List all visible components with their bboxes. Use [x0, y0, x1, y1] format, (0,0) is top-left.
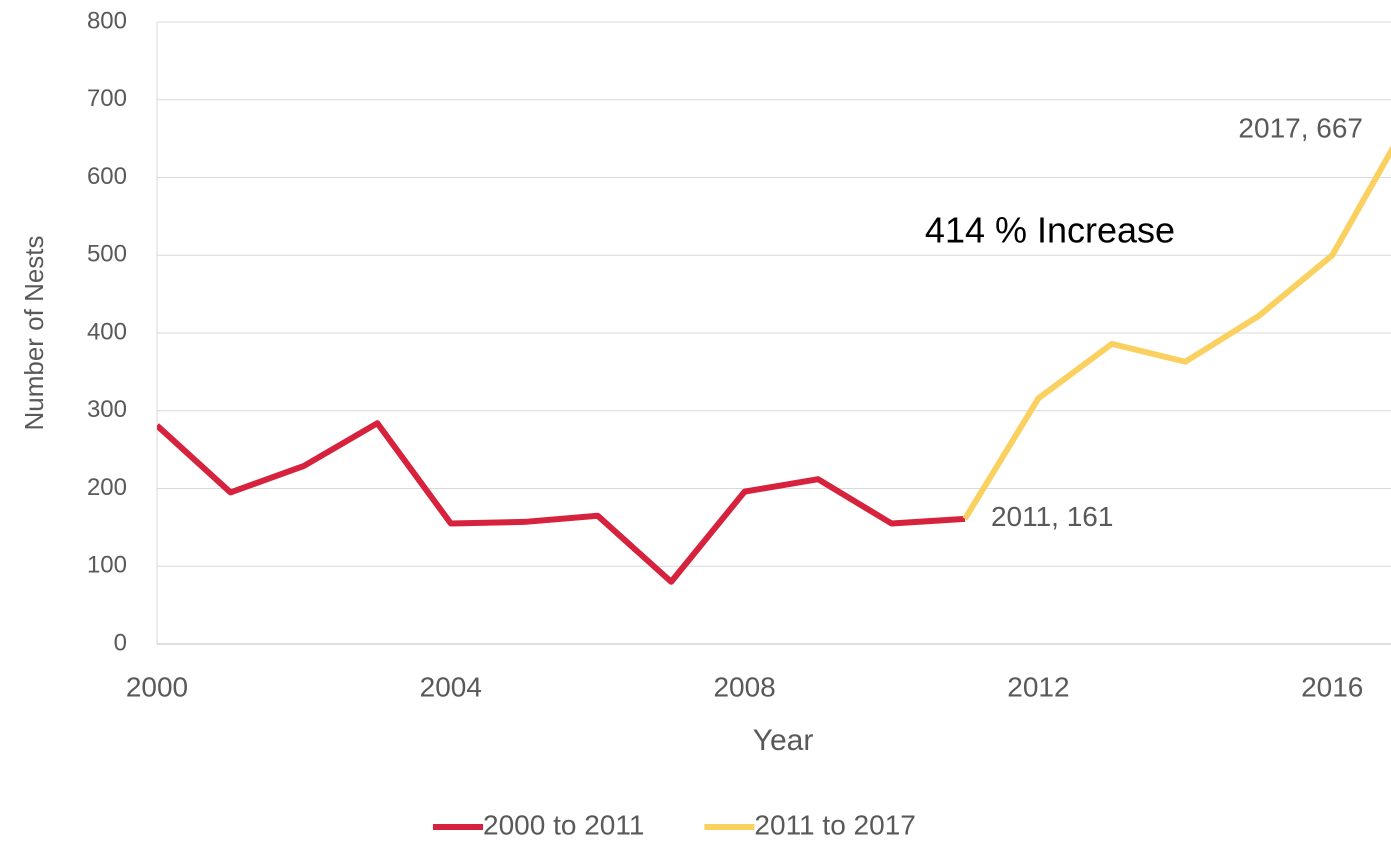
legend-label: 2011 to 2017	[754, 809, 915, 840]
x-axis-title: Year	[753, 724, 814, 757]
x-tick-label: 2008	[713, 671, 775, 702]
y-tick-label: 300	[87, 396, 127, 423]
line	[157, 420, 966, 585]
line	[962, 145, 1391, 521]
y-tick-label: 400	[87, 318, 127, 345]
x-tick-label: 2000	[126, 671, 188, 702]
data-label: 2017, 667	[1238, 112, 1363, 143]
y-axis-title: Number of Nests	[19, 235, 49, 430]
x-tick-label: 2012	[1007, 671, 1069, 702]
plot-area	[157, 145, 1391, 585]
data-label: 2011, 161	[991, 501, 1114, 532]
y-tick-label: 600	[87, 163, 127, 190]
y-tick-label: 500	[87, 241, 127, 268]
x-tick-label: 2016	[1301, 671, 1363, 702]
y-tick-label: 800	[87, 7, 127, 34]
y-tick-label: 200	[87, 474, 127, 501]
annotation: 414 % Increase	[925, 210, 1175, 251]
legend-label: 2000 to 2011	[483, 809, 644, 840]
x-tick-label: 2004	[420, 671, 482, 702]
y-tick-label: 700	[87, 85, 127, 112]
y-tick-label: 0	[114, 629, 127, 656]
y-tick-label: 100	[87, 552, 127, 579]
